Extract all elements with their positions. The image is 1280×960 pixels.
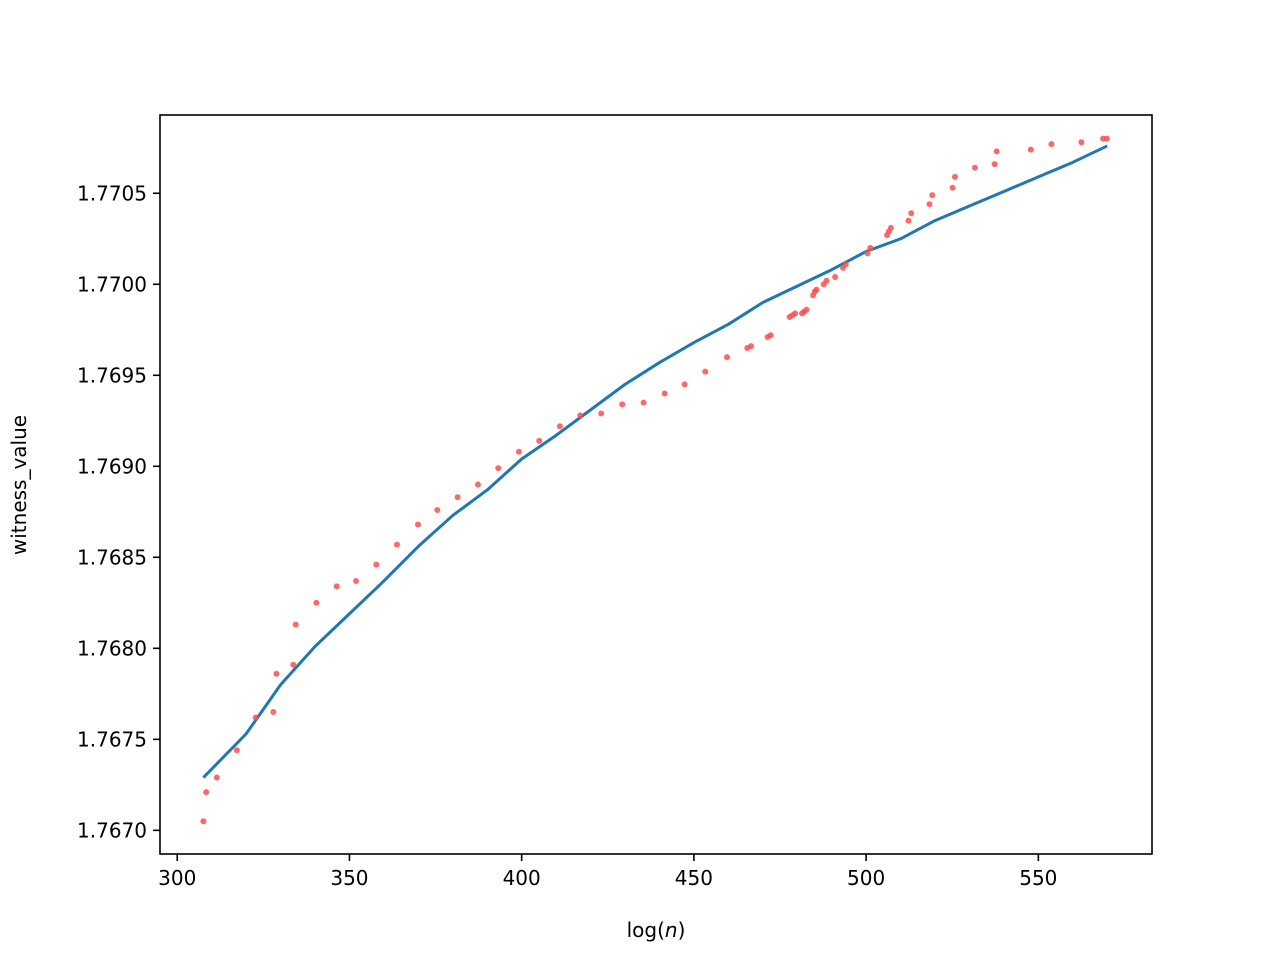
y-tick-label-4: 1.7690 bbox=[77, 454, 147, 478]
scatter-point-14 bbox=[414, 521, 421, 528]
y-axis: 1.7670 1.7675 1.7680 1.7685 1.7690 1.7695 1.77… bbox=[77, 181, 160, 842]
scatter-point-28 bbox=[702, 368, 709, 375]
scatter-point-36 bbox=[792, 310, 799, 317]
scatter-point-9 bbox=[313, 599, 320, 606]
scatter-point-25 bbox=[640, 399, 647, 406]
y-tick-label-1: 1.7675 bbox=[77, 727, 147, 751]
scatter-point-48 bbox=[864, 250, 871, 257]
scatter-point-1 bbox=[203, 789, 210, 796]
scatter-point-45 bbox=[832, 274, 839, 280]
scatter-point-55 bbox=[926, 201, 933, 208]
scatter-point-42 bbox=[813, 286, 820, 293]
scatter-point-49 bbox=[867, 244, 874, 251]
scatter-point-0 bbox=[200, 818, 207, 825]
scatter-point-24 bbox=[619, 401, 626, 408]
x-axis: 300 350 400 450 500 550 bbox=[158, 854, 1057, 890]
scatter-point-18 bbox=[495, 465, 502, 472]
x-tick-label-5: 550 bbox=[1019, 866, 1057, 890]
scatter-points-layer bbox=[200, 135, 1110, 825]
scatter-point-61 bbox=[993, 148, 1000, 155]
scatter-point-12 bbox=[373, 561, 380, 568]
scatter-point-63 bbox=[1048, 141, 1055, 148]
scatter-point-52 bbox=[887, 224, 894, 231]
x-axis-label-suffix: ) bbox=[678, 918, 686, 942]
scatter-point-53 bbox=[905, 217, 912, 224]
scatter-point-66 bbox=[1103, 135, 1110, 142]
scatter-point-44 bbox=[823, 277, 830, 284]
x-axis-label-prefix: log( bbox=[627, 918, 665, 942]
scatter-point-54 bbox=[908, 210, 915, 217]
scatter-point-58 bbox=[951, 173, 958, 180]
scatter-point-11 bbox=[352, 577, 359, 584]
y-tick-label-3: 1.7685 bbox=[77, 545, 147, 569]
scatter-point-2 bbox=[213, 774, 220, 781]
scatter-point-7 bbox=[290, 661, 297, 668]
scatter-point-8 bbox=[292, 621, 299, 628]
scatter-point-57 bbox=[949, 184, 956, 191]
scatter-point-3 bbox=[233, 747, 240, 754]
fit-line-layer bbox=[202, 144, 1108, 779]
x-axis-label-variable: n bbox=[665, 918, 678, 942]
y-tick-label-6: 1.7700 bbox=[77, 272, 147, 296]
scatter-point-10 bbox=[333, 583, 340, 590]
scatter-point-60 bbox=[991, 161, 998, 168]
scatter-point-27 bbox=[681, 381, 688, 388]
scatter-point-13 bbox=[393, 541, 400, 548]
axes-frame bbox=[159, 114, 1153, 855]
scatter-point-22 bbox=[577, 412, 584, 419]
scatter-point-56 bbox=[929, 192, 936, 199]
x-tick-label-0: 300 bbox=[158, 866, 196, 890]
scatter-point-20 bbox=[536, 437, 543, 444]
scatter-point-47 bbox=[842, 261, 849, 268]
scatter-point-23 bbox=[598, 410, 605, 417]
scatter-point-21 bbox=[556, 423, 563, 430]
y-tick-label-5: 1.7695 bbox=[77, 363, 147, 387]
y-tick-label-2: 1.7680 bbox=[77, 636, 147, 660]
scatter-point-17 bbox=[474, 481, 481, 488]
scatter-point-59 bbox=[971, 164, 978, 171]
scatter-point-62 bbox=[1027, 146, 1034, 153]
plot-area bbox=[200, 135, 1110, 825]
scatter-point-39 bbox=[803, 306, 810, 313]
scatter-point-26 bbox=[661, 390, 668, 397]
x-tick-label-3: 450 bbox=[675, 866, 713, 890]
scatter-point-5 bbox=[270, 709, 277, 716]
scatter-point-19 bbox=[515, 448, 522, 455]
x-tick-label-2: 400 bbox=[503, 866, 541, 890]
scatter-point-31 bbox=[748, 343, 755, 350]
scatter-point-16 bbox=[454, 494, 461, 501]
scatter-point-6 bbox=[273, 670, 280, 677]
x-tick-label-1: 350 bbox=[330, 866, 368, 890]
y-tick-label-0: 1.7670 bbox=[77, 818, 147, 842]
scatter-point-29 bbox=[723, 354, 730, 361]
scatter-point-15 bbox=[434, 506, 441, 513]
x-axis-label: log(n) bbox=[627, 918, 686, 942]
scatter-point-64 bbox=[1078, 139, 1085, 146]
y-axis-label: witness_value bbox=[7, 415, 31, 555]
scatter-point-33 bbox=[767, 332, 774, 339]
scatter-point-4 bbox=[252, 714, 259, 721]
y-tick-label-7: 1.7705 bbox=[77, 181, 147, 205]
fit-line bbox=[202, 144, 1108, 779]
x-tick-label-4: 500 bbox=[847, 866, 885, 890]
